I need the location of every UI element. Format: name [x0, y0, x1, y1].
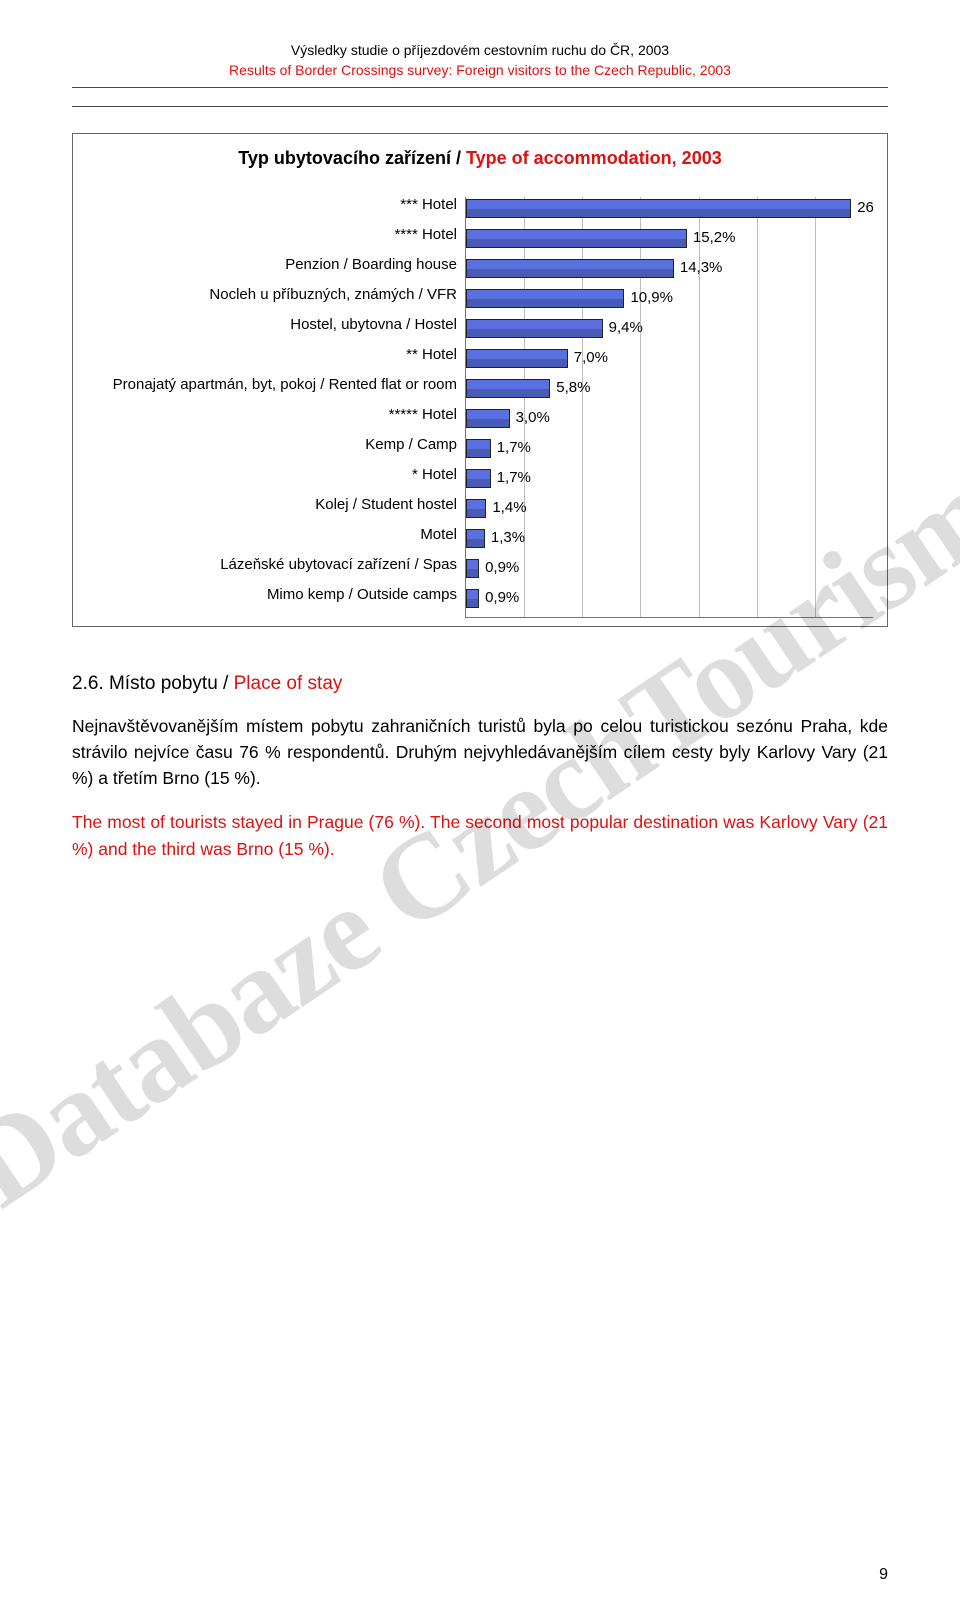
page-header: Výsledky studie o příjezdovém cestovním … [72, 40, 888, 81]
chart-category-label: Lázeňské ubytovací zařízení / Spas [87, 557, 461, 587]
chart-category-label: Kemp / Camp [87, 437, 461, 467]
chart-value-label: 1,4% [492, 499, 526, 516]
chart-category-label: ***** Hotel [87, 407, 461, 437]
chart-bar [466, 259, 674, 278]
paragraph-cz: Nejnavštěvovanějším místem pobytu zahran… [72, 713, 888, 792]
chart-bar [466, 439, 491, 458]
chart-title: Typ ubytovacího zařízení / Type of accom… [87, 148, 873, 169]
chart-bar-row: 10,9% [466, 289, 873, 308]
chart-bar-row: 15,2% [466, 229, 873, 248]
chart-value-label: 14,3% [680, 259, 723, 276]
section-title-en: Place of stay [234, 673, 343, 694]
chart-bar-row: 5,8% [466, 379, 873, 398]
chart-plot-wrap: 26,5% 15,2% 14,3% 10,9% 9,4%7,0% 5,8% 3,0% 1,7%… [465, 197, 873, 618]
chart-category-label: Penzion / Boarding house [87, 257, 461, 287]
chart-bar [466, 469, 491, 488]
chart-bar-row: 3,0% [466, 409, 873, 428]
chart-title-cz: Typ ubytovacího zařízení / [238, 148, 466, 168]
chart-category-label: Motel [87, 527, 461, 557]
chart-bar-row: 0,9% [466, 589, 873, 608]
header-rule-2 [72, 106, 888, 107]
chart-bar-row: 1,7% [466, 439, 873, 458]
chart-category-label: Hostel, ubytovna / Hostel [87, 317, 461, 347]
chart-category-label: Kolej / Student hostel [87, 497, 461, 527]
chart-bar-row: 1,3% [466, 529, 873, 548]
chart-bar [466, 349, 568, 368]
chart-bar-row: 7,0% [466, 349, 873, 368]
chart-plot: 26,5% 15,2% 14,3% 10,9% 9,4%7,0% 5,8% 3,0% 1,7%… [465, 197, 873, 618]
chart-bar-row: 26,5% [466, 199, 873, 218]
chart-category-label: * Hotel [87, 467, 461, 497]
chart-bar [466, 379, 550, 398]
chart-bar [466, 589, 479, 608]
chart-value-label: 1,7% [497, 469, 531, 486]
chart-value-label: 7,0% [574, 349, 608, 366]
chart-value-label: 1,3% [491, 529, 525, 546]
chart-category-label: Pronajatý apartmán, byt, pokoj / Rented … [87, 377, 461, 407]
chart-bar-row: 14,3% [466, 259, 873, 278]
chart-bar [466, 319, 603, 338]
chart-category-label: ** Hotel [87, 347, 461, 377]
header-line1: Výsledky studie o příjezdovém cestovním … [72, 40, 888, 60]
chart-bar-row: 1,4% [466, 499, 873, 518]
chart-bar-row: 0,9% [466, 559, 873, 578]
chart-value-label: 26,5% [857, 199, 873, 216]
chart-bar [466, 499, 486, 518]
chart-bar [466, 229, 687, 248]
chart-bar [466, 289, 624, 308]
chart-bar [466, 409, 510, 428]
chart-card: Typ ubytovacího zařízení / Type of accom… [72, 133, 888, 627]
chart-bar [466, 199, 851, 218]
chart-category-label: Nocleh u příbuzných, známých / VFR [87, 287, 461, 317]
header-rule-1 [72, 87, 888, 88]
chart-value-label: 3,0% [516, 409, 550, 426]
bar-chart: *** Hotel**** HotelPenzion / Boarding ho… [87, 197, 873, 618]
section-title: 2.6. Místo pobytu / Place of stay [72, 673, 888, 695]
chart-value-label: 9,4% [609, 319, 643, 336]
header-line2: Results of Border Crossings survey: Fore… [72, 60, 888, 80]
chart-title-en: Type of accommodation, 2003 [466, 148, 722, 168]
chart-value-label: 1,7% [497, 439, 531, 456]
section-title-cz: Místo pobytu / [109, 673, 234, 694]
page-number: 9 [879, 1566, 888, 1584]
chart-bar-row: 1,7% [466, 469, 873, 488]
chart-value-label: 10,9% [630, 289, 673, 306]
chart-value-label: 0,9% [485, 589, 519, 606]
chart-category-label: Mimo kemp / Outside camps [87, 587, 461, 617]
chart-bar-row: 9,4% [466, 319, 873, 338]
chart-value-label: 15,2% [693, 229, 736, 246]
paragraph-en: The most of tourists stayed in Prague (7… [72, 809, 888, 862]
chart-value-label: 5,8% [556, 379, 590, 396]
chart-bar [466, 529, 485, 548]
chart-category-label: **** Hotel [87, 227, 461, 257]
chart-labels: *** Hotel**** HotelPenzion / Boarding ho… [87, 197, 461, 618]
chart-value-label: 0,9% [485, 559, 519, 576]
section-number: 2.6. [72, 673, 109, 694]
chart-category-label: *** Hotel [87, 197, 461, 227]
chart-bar [466, 559, 479, 578]
